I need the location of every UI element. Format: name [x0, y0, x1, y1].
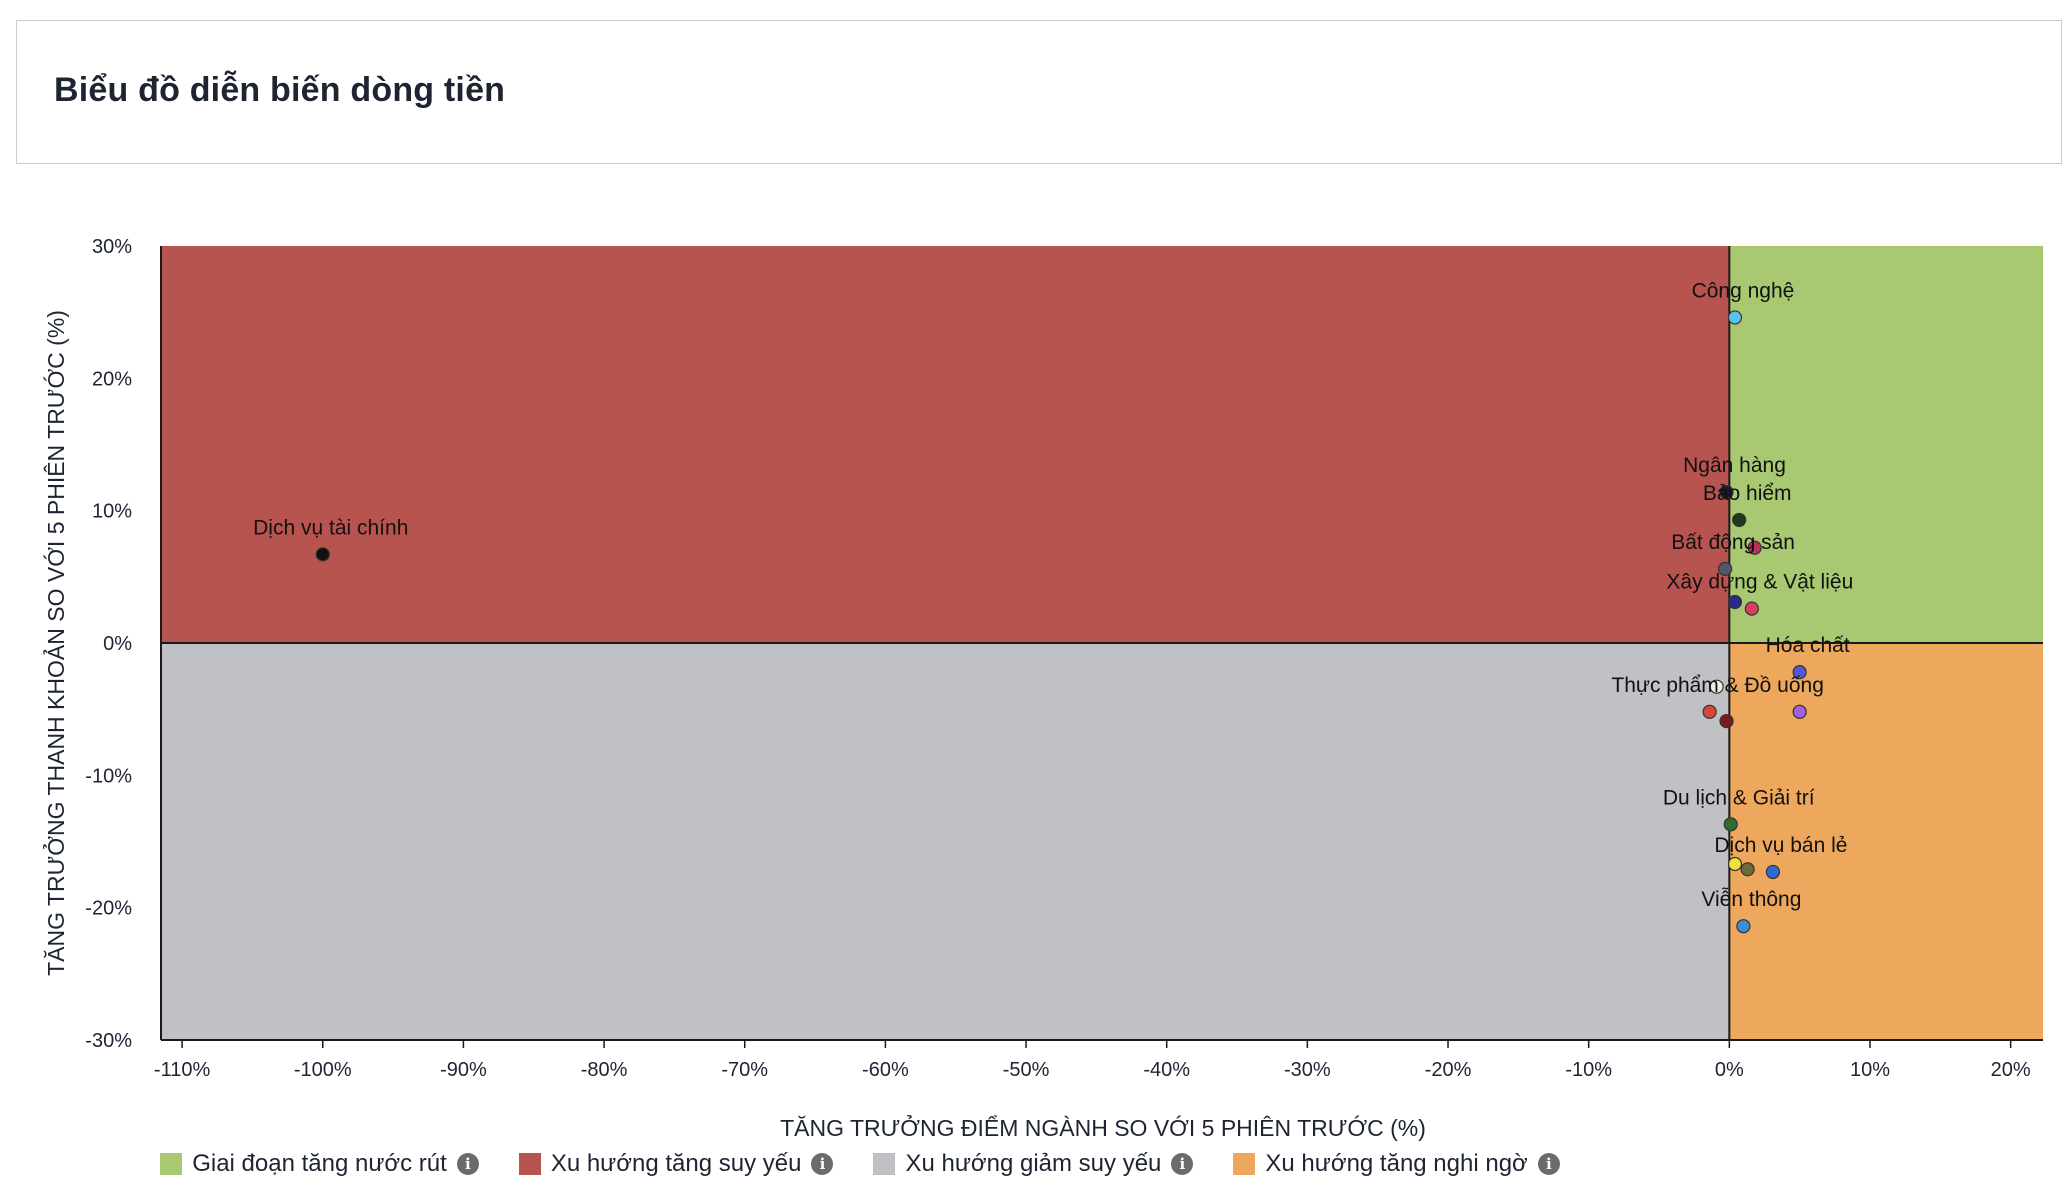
quadrant-top-left	[161, 246, 1730, 643]
data-point[interactable]	[1719, 485, 1734, 500]
point-labels: Công nghệ Dịch vụ tài chính Ngân hàng Bảo h…	[253, 279, 1853, 911]
y-tick-labels: 30% 20% 10% 0% -10% -20% -30%	[85, 236, 132, 1052]
x-tick-label: 0%	[1715, 1059, 1744, 1081]
chart-header: Biểu đồ diễn biến dòng tiền	[16, 20, 2062, 164]
data-point[interactable]	[1747, 540, 1762, 555]
legend-label: Giai đoạn tăng nước rút	[192, 1150, 447, 1177]
x-tick-label: -30%	[1284, 1059, 1331, 1081]
data-point[interactable]	[1765, 864, 1781, 880]
legend-item[interactable]: Giai đoạn tăng nước rút i	[160, 1150, 479, 1178]
info-icon[interactable]: i	[1537, 1153, 1560, 1175]
quadrant-bottom-right	[1729, 643, 2043, 1040]
x-tick-label: -70%	[721, 1059, 768, 1081]
quadrant-bottom-left	[161, 643, 1730, 1040]
point-label: Viễn thông	[1701, 888, 1801, 911]
point-label: Thực phẩm & Đồ uống	[1611, 674, 1824, 697]
y-tick-label: 20%	[92, 368, 132, 390]
x-tick-label: -50%	[1003, 1059, 1050, 1081]
data-point[interactable]	[315, 547, 330, 562]
quadrant-top-right	[1729, 246, 2043, 643]
x-tick-label: -80%	[581, 1059, 628, 1081]
data-points	[315, 310, 1807, 934]
y-axis-title: TĂNG TRƯỞNG THANH KHOẢN SO VỚI 5 PHIÊN T…	[41, 310, 69, 976]
point-label: Bất động sản	[1671, 531, 1795, 554]
legend-label: Xu hướng tăng suy yếu	[550, 1150, 802, 1177]
quadrant-backgrounds	[161, 246, 2043, 1040]
point-label: Xây dựng & Vật liệu	[1666, 571, 1853, 594]
x-tick-label: 20%	[1991, 1059, 2031, 1081]
data-point[interactable]	[1727, 310, 1743, 325]
x-tick-label: -100%	[294, 1059, 352, 1081]
y-tick-label: -10%	[85, 765, 132, 787]
legend-label: Xu hướng tăng nghi ngờ	[1265, 1150, 1528, 1177]
data-point[interactable]	[1736, 919, 1751, 934]
legend-swatch	[873, 1153, 896, 1175]
point-label: Du lịch & Giải trí	[1663, 786, 1815, 809]
x-tick-labels: -110% -100% -90% -80% -70% -60% -50% -40% -30% -2…	[154, 1040, 2031, 1081]
data-point[interactable]	[1727, 856, 1743, 872]
data-point[interactable]	[1740, 862, 1755, 877]
legend-swatch	[518, 1153, 541, 1175]
data-point[interactable]	[1709, 679, 1724, 694]
data-point[interactable]	[1792, 704, 1807, 719]
info-icon[interactable]: i	[811, 1153, 834, 1175]
data-point[interactable]	[1744, 601, 1759, 616]
data-point[interactable]	[1792, 665, 1807, 680]
x-tick-label: -90%	[440, 1059, 487, 1081]
point-label: Ngân hàng	[1683, 454, 1786, 477]
y-tick-label: 0%	[103, 633, 132, 655]
y-tick-label: 30%	[92, 236, 132, 258]
point-label: Công nghệ	[1692, 279, 1795, 302]
legend-item[interactable]: Xu hướng tăng nghi ngờ i	[1233, 1150, 1560, 1178]
data-point[interactable]	[1719, 713, 1734, 729]
x-axis-title: TĂNG TRƯỞNG ĐIỂM NGÀNH SO VỚI 5 PHIÊN TR…	[780, 1113, 1426, 1141]
info-icon[interactable]: i	[456, 1153, 479, 1175]
data-point[interactable]	[1718, 561, 1733, 576]
point-label: Dịch vụ tài chính	[253, 516, 408, 539]
scatter-chart: -110% -100% -90% -80% -70% -60% -50% -40% -30% -2…	[41, 236, 2043, 1141]
y-tick-label: -30%	[85, 1030, 132, 1052]
x-tick-label: -20%	[1425, 1059, 1472, 1081]
point-label: Bảo hiểm	[1703, 482, 1792, 505]
x-tick-label: -10%	[1565, 1059, 1612, 1081]
page-title: Biểu đồ diễn biến dòng tiền	[54, 71, 506, 109]
info-icon[interactable]: i	[1171, 1153, 1194, 1175]
legend: Giai đoạn tăng nước rút i Xu hướng tăng su…	[0, 1150, 1720, 1178]
point-label: Dịch vụ bán lẻ	[1714, 834, 1847, 857]
legend-item[interactable]: Xu hướng tăng suy yếu i	[518, 1150, 834, 1178]
data-point[interactable]	[1723, 817, 1738, 832]
legend-swatch	[160, 1153, 183, 1175]
data-point[interactable]	[1732, 512, 1747, 528]
x-tick-label: -110%	[154, 1059, 211, 1081]
x-tick-label: -40%	[1143, 1059, 1190, 1081]
legend-swatch	[1233, 1153, 1256, 1175]
y-tick-label: 10%	[92, 501, 132, 523]
legend-label: Xu hướng giảm suy yếu	[905, 1150, 1162, 1177]
y-tick-label: -20%	[85, 898, 132, 920]
data-point[interactable]	[1702, 704, 1717, 719]
x-tick-label: 10%	[1850, 1059, 1890, 1081]
x-tick-label: -60%	[862, 1059, 909, 1081]
point-label: Hóa chất	[1766, 634, 1850, 657]
data-point[interactable]	[1727, 594, 1743, 610]
legend-item[interactable]: Xu hướng giảm suy yếu i	[873, 1150, 1194, 1178]
